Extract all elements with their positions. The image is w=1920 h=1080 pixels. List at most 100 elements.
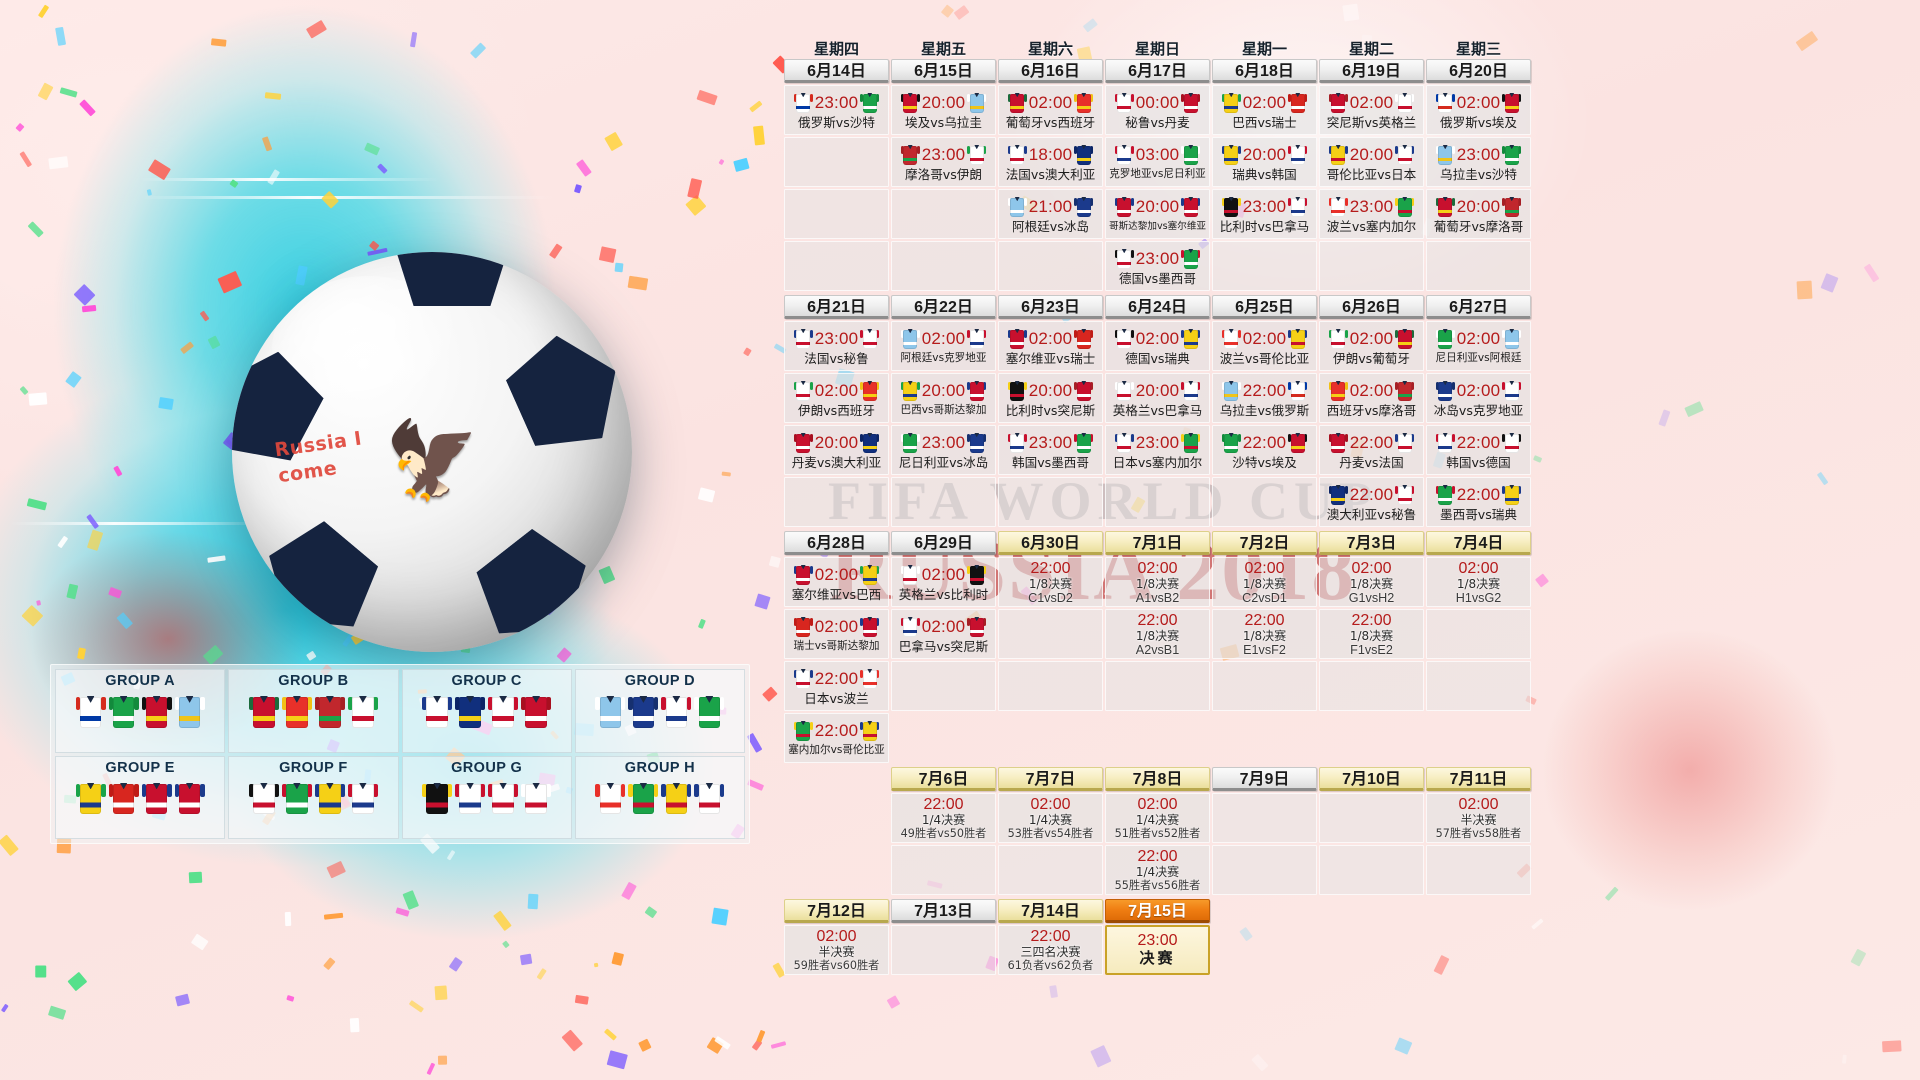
match-cell[interactable]: 22:00 沙特vs埃及: [1212, 425, 1317, 475]
date-header[interactable]: 7月3日: [1319, 531, 1424, 555]
match-cell[interactable]: 02:00 阿根廷vs克罗地亚: [891, 321, 996, 371]
match-cell[interactable]: 02:00 塞尔维亚vs巴西: [784, 557, 889, 607]
match-cell[interactable]: 23:00 日本vs塞内加尔: [1105, 425, 1210, 475]
date-header[interactable]: 7月14日: [998, 899, 1103, 923]
match-cell[interactable]: 02:00 冰岛vs克罗地亚: [1426, 373, 1531, 423]
date-header[interactable]: 7月11日: [1426, 767, 1531, 791]
date-header[interactable]: 6月30日: [998, 531, 1103, 555]
date-header[interactable]: 6月26日: [1319, 295, 1424, 319]
match-cell[interactable]: 23:00 俄罗斯vs沙特: [784, 85, 889, 135]
knockout-match-cell[interactable]: 22:00 1/4决赛 55胜者vs56胜者: [1105, 845, 1210, 895]
match-cell[interactable]: 23:00 比利时vs巴拿马: [1212, 189, 1317, 239]
match-cell[interactable]: 20:00 埃及vs乌拉圭: [891, 85, 996, 135]
knockout-match-cell[interactable]: 22:00 1/4决赛 49胜者vs50胜者: [891, 793, 996, 843]
date-header[interactable]: 6月22日: [891, 295, 996, 319]
date-header[interactable]: 6月28日: [784, 531, 889, 555]
knockout-match-cell[interactable]: 02:00 1/4决赛 51胜者vs52胜者: [1105, 793, 1210, 843]
match-cell[interactable]: 22:00 丹麦vs法国: [1319, 425, 1424, 475]
date-header[interactable]: 7月15日: [1105, 899, 1210, 923]
knockout-match-cell[interactable]: 22:00 三四名决赛 61负者vs62负者: [998, 925, 1103, 975]
date-header[interactable]: 6月23日: [998, 295, 1103, 319]
final-match-cell[interactable]: 23:00 决赛: [1105, 925, 1210, 975]
match-time: 02:00: [921, 328, 966, 348]
knockout-match-cell[interactable]: 02:00 1/8决赛 G1vsH2: [1319, 557, 1424, 607]
match-time: 22:00: [1456, 432, 1501, 452]
match-cell[interactable]: 03:00 克罗地亚vs尼日利亚: [1105, 137, 1210, 187]
match-cell[interactable]: 02:00 波兰vs哥伦比亚: [1212, 321, 1317, 371]
knockout-match-cell[interactable]: 02:00 半决赛 57胜者vs58胜者: [1426, 793, 1531, 843]
date-header[interactable]: 7月6日: [891, 767, 996, 791]
date-header[interactable]: 6月14日: [784, 59, 889, 83]
match-cell[interactable]: 22:00 韩国vs德国: [1426, 425, 1531, 475]
match-cell[interactable]: 00:00 秘鲁vs丹麦: [1105, 85, 1210, 135]
date-header[interactable]: 7月7日: [998, 767, 1103, 791]
match-cell[interactable]: 02:00 伊朗vs西班牙: [784, 373, 889, 423]
date-header[interactable]: 6月15日: [891, 59, 996, 83]
match-cell[interactable]: 20:00 英格兰vs巴拿马: [1105, 373, 1210, 423]
match-cell[interactable]: 22:00 塞内加尔vs哥伦比亚: [784, 713, 889, 763]
match-cell[interactable]: 20:00 哥斯达黎加vs塞尔维亚: [1105, 189, 1210, 239]
knockout-match-cell[interactable]: 22:00 1/8决赛 F1vsE2: [1319, 609, 1424, 659]
match-cell[interactable]: 20:00 葡萄牙vs摩洛哥: [1426, 189, 1531, 239]
knockout-match-cell[interactable]: 22:00 1/8决赛 E1vsF2: [1212, 609, 1317, 659]
match-cell[interactable]: 18:00 法国vs澳大利亚: [998, 137, 1103, 187]
match-cell[interactable]: 23:00 乌拉圭vs沙特: [1426, 137, 1531, 187]
match-cell[interactable]: 20:00 丹麦vs澳大利亚: [784, 425, 889, 475]
match-cell[interactable]: 02:00 英格兰vs比利时: [891, 557, 996, 607]
match-cell[interactable]: 02:00 巴西vs瑞士: [1212, 85, 1317, 135]
match-cell[interactable]: 20:00 巴西vs哥斯达黎加: [891, 373, 996, 423]
date-header[interactable]: 7月9日: [1212, 767, 1317, 791]
date-header[interactable]: 6月29日: [891, 531, 996, 555]
date-header[interactable]: 6月20日: [1426, 59, 1531, 83]
date-header[interactable]: 7月13日: [891, 899, 996, 923]
date-header[interactable]: 7月1日: [1105, 531, 1210, 555]
match-cell[interactable]: 22:00 澳大利亚vs秘鲁: [1319, 477, 1424, 527]
date-header[interactable]: 6月27日: [1426, 295, 1531, 319]
match-teams: 塞尔维亚vs巴西: [791, 586, 882, 602]
match-cell[interactable]: 02:00 瑞士vs哥斯达黎加: [784, 609, 889, 659]
knockout-match-cell[interactable]: 02:00 1/4决赛 53胜者vs54胜者: [998, 793, 1103, 843]
date-header[interactable]: 6月19日: [1319, 59, 1424, 83]
date-header[interactable]: 6月24日: [1105, 295, 1210, 319]
match-cell[interactable]: 21:00 阿根廷vs冰岛: [998, 189, 1103, 239]
match-cell[interactable]: 02:00 德国vs瑞典: [1105, 321, 1210, 371]
date-header[interactable]: 7月10日: [1319, 767, 1424, 791]
knockout-match-cell[interactable]: 02:00 1/8决赛 C2vsD1: [1212, 557, 1317, 607]
match-cell[interactable]: 20:00 瑞典vs韩国: [1212, 137, 1317, 187]
match-cell[interactable]: 23:00 摩洛哥vs伊朗: [891, 137, 996, 187]
match-cell[interactable]: 22:00 乌拉圭vs俄罗斯: [1212, 373, 1317, 423]
date-header[interactable]: 7月12日: [784, 899, 889, 923]
date-header[interactable]: 7月2日: [1212, 531, 1317, 555]
match-cell[interactable]: 02:00 突尼斯vs英格兰: [1319, 85, 1424, 135]
match-cell[interactable]: 02:00 塞尔维亚vs瑞士: [998, 321, 1103, 371]
empty-match-cell: [891, 661, 996, 711]
match-header-row: 22:00: [1320, 431, 1423, 455]
date-header[interactable]: 6月16日: [998, 59, 1103, 83]
match-cell[interactable]: 02:00 俄罗斯vs埃及: [1426, 85, 1531, 135]
match-cell[interactable]: 23:00 德国vs墨西哥: [1105, 241, 1210, 291]
match-cell[interactable]: 23:00 法国vs秘鲁: [784, 321, 889, 371]
match-cell[interactable]: 02:00 巴拿马vs突尼斯: [891, 609, 996, 659]
match-cell[interactable]: 02:00 西班牙vs摩洛哥: [1319, 373, 1424, 423]
match-cell[interactable]: 23:00 尼日利亚vs冰岛: [891, 425, 996, 475]
date-header[interactable]: 6月21日: [784, 295, 889, 319]
date-header[interactable]: 6月25日: [1212, 295, 1317, 319]
match-cell[interactable]: 20:00 比利时vs突尼斯: [998, 373, 1103, 423]
date-header[interactable]: 7月4日: [1426, 531, 1531, 555]
knockout-match-cell[interactable]: 22:00 1/8决赛 C1vsD2: [998, 557, 1103, 607]
match-cell[interactable]: 23:00 波兰vs塞内加尔: [1319, 189, 1424, 239]
match-cell[interactable]: 23:00 韩国vs墨西哥: [998, 425, 1103, 475]
knockout-match-cell[interactable]: 22:00 1/8决赛 A2vsB1: [1105, 609, 1210, 659]
match-cell[interactable]: 22:00 墨西哥vs瑞典: [1426, 477, 1531, 527]
knockout-match-cell[interactable]: 02:00 1/8决赛 H1vsG2: [1426, 557, 1531, 607]
knockout-match-cell[interactable]: 02:00 1/8决赛 A1vsB2: [1105, 557, 1210, 607]
match-cell[interactable]: 02:00 伊朗vs葡萄牙: [1319, 321, 1424, 371]
match-cell[interactable]: 02:00 葡萄牙vs西班牙: [998, 85, 1103, 135]
date-header[interactable]: 6月18日: [1212, 59, 1317, 83]
match-cell[interactable]: 22:00 日本vs波兰: [784, 661, 889, 711]
knockout-match-cell[interactable]: 02:00 半决赛 59胜者vs60胜者: [784, 925, 889, 975]
match-cell[interactable]: 02:00 尼日利亚vs阿根廷: [1426, 321, 1531, 371]
date-header[interactable]: 7月8日: [1105, 767, 1210, 791]
match-cell[interactable]: 20:00 哥伦比亚vs日本: [1319, 137, 1424, 187]
date-header[interactable]: 6月17日: [1105, 59, 1210, 83]
